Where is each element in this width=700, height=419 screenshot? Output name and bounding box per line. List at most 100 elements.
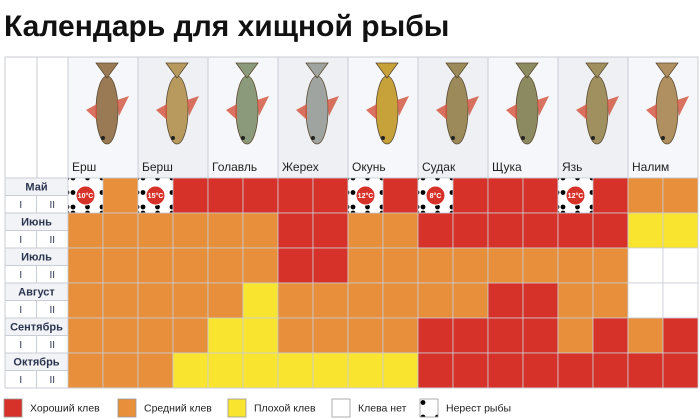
calendar-cell xyxy=(242,177,279,214)
calendar-cell xyxy=(242,317,279,354)
calendar-cell xyxy=(277,212,314,249)
calendar-cell xyxy=(312,282,349,319)
calendar-cell xyxy=(627,212,664,249)
fish-body xyxy=(305,75,329,145)
fish-fin xyxy=(576,104,587,120)
calendar-cell xyxy=(627,177,664,214)
legend-swatch xyxy=(117,398,137,418)
legend-label: Нерест рыбы xyxy=(446,402,511,414)
temp-marker xyxy=(355,185,376,206)
temp-marker xyxy=(145,185,166,206)
calendar-cell xyxy=(277,247,314,284)
calendar-cell xyxy=(452,282,489,319)
calendar-cell xyxy=(277,352,314,389)
half-label: II xyxy=(49,235,55,246)
temp-marker xyxy=(425,185,446,206)
legend-label: Плохой клев xyxy=(254,402,316,414)
fish-name: Судак xyxy=(422,160,456,174)
fish-eye xyxy=(591,136,595,140)
fish-fin xyxy=(296,104,307,120)
calendar-cell xyxy=(592,282,629,319)
fish-name: Налим xyxy=(632,160,669,174)
half-label: II xyxy=(49,340,55,351)
calendar-cell xyxy=(207,352,244,389)
calendar-cell xyxy=(172,177,209,214)
fish-eye xyxy=(171,136,175,140)
calendar-cell xyxy=(207,317,244,354)
calendar-cell xyxy=(662,282,699,319)
fish-tail xyxy=(655,62,679,79)
fish-fin xyxy=(366,104,377,120)
calendar-cell xyxy=(662,247,699,284)
fish-body xyxy=(95,75,119,145)
fish-header-cell xyxy=(487,56,559,179)
fish-fin xyxy=(117,96,129,116)
calendar-cell xyxy=(557,282,594,319)
fish-tail xyxy=(235,62,259,79)
month-name: Май xyxy=(25,182,47,194)
calendar-cell xyxy=(67,247,104,284)
month-name: Сентябрь xyxy=(10,322,63,334)
calendar-cell xyxy=(627,352,664,389)
calendar-cell xyxy=(627,282,664,319)
calendar-cell xyxy=(557,317,594,354)
fish-tail xyxy=(445,62,469,79)
fish-fin xyxy=(327,96,339,116)
fish-header-cell xyxy=(277,56,349,179)
half-label: I xyxy=(19,200,22,211)
half-label: I xyxy=(19,270,22,281)
fish-fin xyxy=(187,96,199,116)
calendar-cell xyxy=(487,282,524,319)
calendar-cell xyxy=(487,352,524,389)
fish-name: Берш xyxy=(142,160,173,174)
calendar-cell xyxy=(172,212,209,249)
fish-eye xyxy=(101,136,105,140)
calendar-cell xyxy=(102,212,139,249)
calendar-cell xyxy=(417,212,454,249)
calendar-cell xyxy=(417,247,454,284)
fish-tail xyxy=(515,62,539,79)
calendar-cell xyxy=(102,177,139,214)
calendar-cell xyxy=(592,247,629,284)
legend-swatch xyxy=(331,398,351,418)
fish-tail xyxy=(585,62,609,79)
fish-name: Язь xyxy=(562,160,582,174)
calendar-cell xyxy=(627,247,664,284)
fish-fin xyxy=(467,96,479,116)
calendar-cell xyxy=(452,212,489,249)
calendar-cell xyxy=(347,282,384,319)
calendar-cell xyxy=(557,352,594,389)
half-label: I xyxy=(19,235,22,246)
calendar-cell xyxy=(522,247,559,284)
fish-fin xyxy=(156,104,167,120)
calendar-cell xyxy=(242,352,279,389)
fish-tail xyxy=(165,62,189,79)
calendar-cell xyxy=(662,352,699,389)
fish-body xyxy=(235,75,259,145)
fish-fin xyxy=(537,96,549,116)
calendar-cell xyxy=(137,212,174,249)
half-label: I xyxy=(19,305,22,316)
calendar-cell xyxy=(662,177,699,214)
fish-name: Ерш xyxy=(72,160,96,174)
calendar-cell xyxy=(172,317,209,354)
fish-fin xyxy=(397,96,409,116)
temp-marker xyxy=(75,185,96,206)
fish-body xyxy=(655,75,679,145)
fish-body xyxy=(375,75,399,145)
calendar-cell xyxy=(102,317,139,354)
calendar-cell xyxy=(382,247,419,284)
legend-swatch xyxy=(3,398,23,418)
legend-label: Хороший клев xyxy=(30,402,100,414)
fish-name: Жерех xyxy=(282,160,319,174)
month-name: Июнь xyxy=(21,217,52,229)
calendar-cell xyxy=(67,352,104,389)
legend-swatch xyxy=(227,398,247,418)
temp-label: 12°C xyxy=(568,192,584,200)
fish-eye xyxy=(661,136,665,140)
calendar-cell xyxy=(67,317,104,354)
fish-body xyxy=(515,75,539,145)
calendar-cell xyxy=(102,247,139,284)
calendar-cell xyxy=(312,317,349,354)
calendar-cell xyxy=(242,282,279,319)
